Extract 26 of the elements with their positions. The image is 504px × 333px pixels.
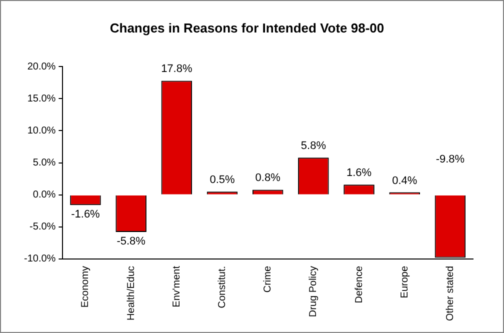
y-tick-label: 5.0%	[32, 158, 56, 169]
x-tick-label: Economy	[80, 266, 92, 308]
x-tick-label: Constitut.	[217, 266, 228, 308]
data-label: 0.8%	[255, 172, 281, 184]
x-tick-label: Health/Educ	[126, 266, 137, 320]
x-tick-label: Other stated	[444, 266, 456, 321]
x-tick-label: Drug Policy	[308, 266, 320, 318]
y-tick-label: 15.0%	[27, 93, 56, 104]
data-label: 1.6%	[346, 167, 372, 180]
data-label: 0.4%	[392, 174, 418, 187]
y-tick-label: -10.0%	[24, 254, 56, 265]
chart-title: Changes in Reasons for Intended Vote 98-00	[110, 20, 384, 36]
y-tick-label: -5.0%	[30, 222, 56, 233]
x-tick-label: Europe	[399, 266, 410, 298]
y-tick-label: 0.0%	[32, 190, 56, 201]
data-label: 5.8%	[300, 140, 326, 152]
x-tick-label: Crime	[262, 266, 274, 293]
x-tick-label: Env'ment	[171, 266, 182, 308]
y-tick-label: 10.0%	[27, 125, 56, 136]
y-tick-label: 20.0%	[27, 61, 56, 72]
data-label: -5.8%	[116, 236, 146, 248]
data-label: 0.5%	[210, 174, 236, 186]
data-label: 17.8%	[161, 63, 192, 76]
data-label: -9.8%	[436, 153, 465, 166]
data-label: -1.6%	[71, 208, 100, 221]
x-tick-label: Defence	[354, 266, 365, 304]
